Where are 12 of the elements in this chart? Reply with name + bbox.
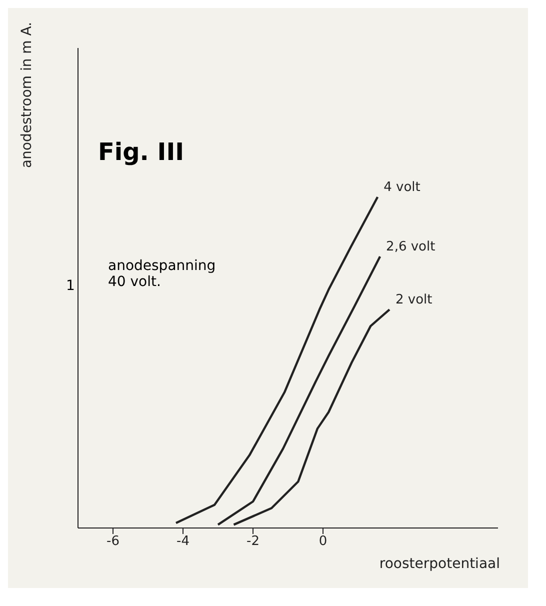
text: 1 [66,278,75,294]
series-label: 4 volt [384,180,420,195]
chart-title: Fig. III [98,138,184,166]
x-axis-title: roosterpotentiaal [379,556,500,572]
annotation: anodespanning 40 volt. [108,258,217,290]
x-tick-label: -4 [176,534,190,550]
series-label: 2,6 volt [386,240,436,255]
x-tick-label: 0 [318,534,328,550]
y-axis-title: anodestroom in m A. [18,22,35,168]
x-tick-label: -2 [246,534,260,550]
x-tick-label: -6 [106,534,120,550]
series-label: 2 volt [396,292,432,308]
